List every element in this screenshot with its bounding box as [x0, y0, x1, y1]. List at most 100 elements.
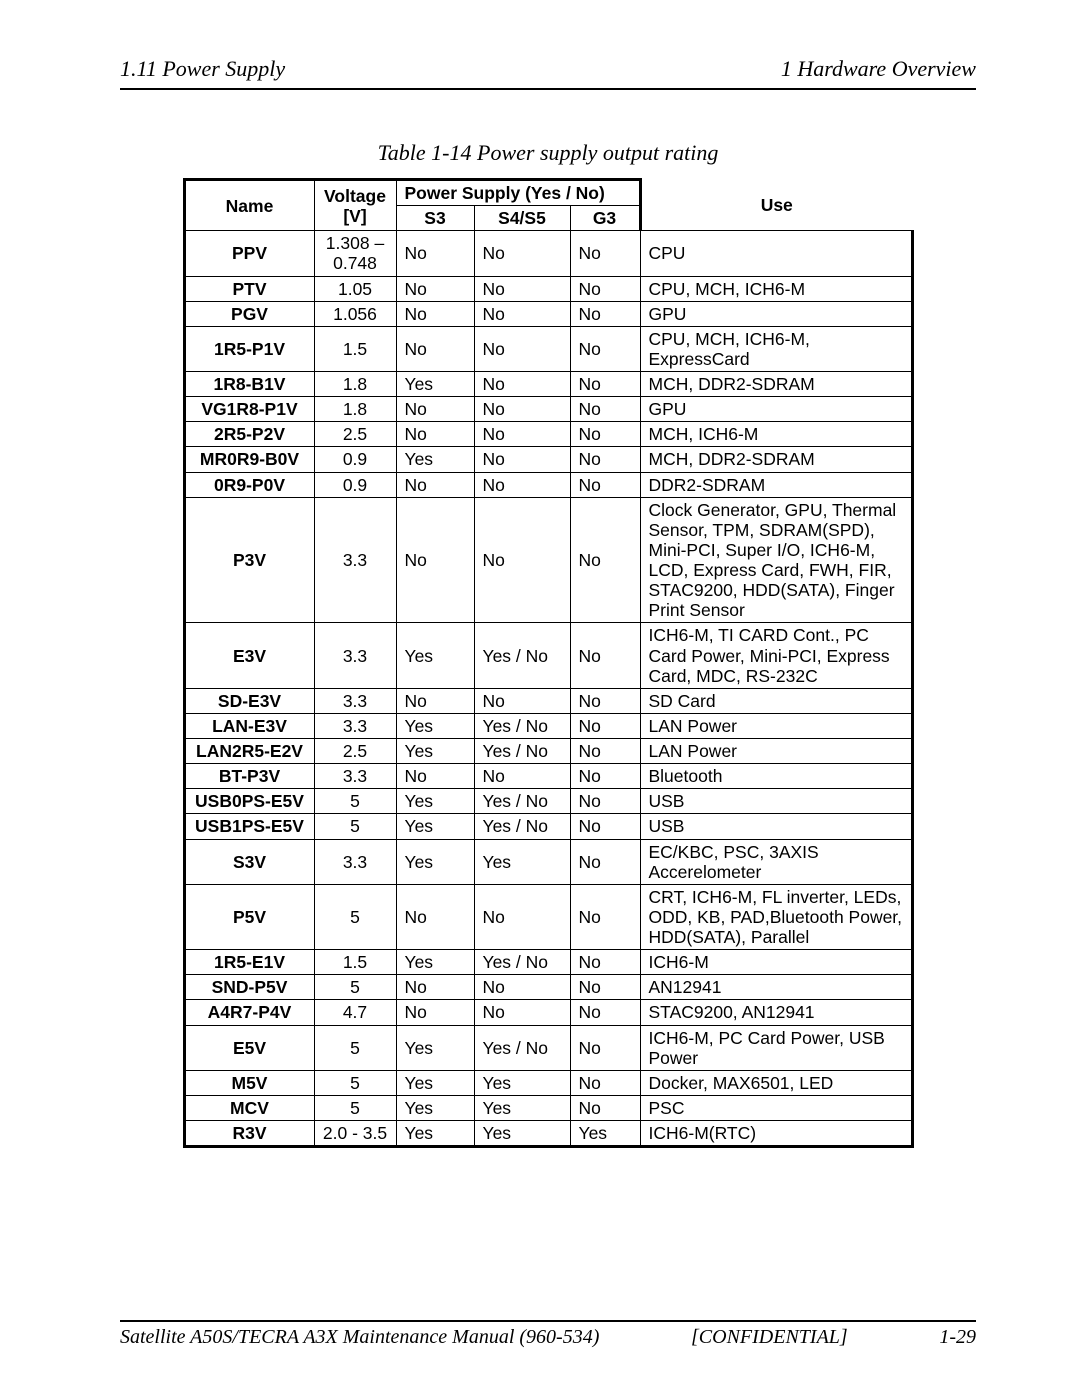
cell: No	[570, 447, 640, 472]
cell: ICH6-M, TI CARD Cont., PC Card Power, Mi…	[640, 623, 912, 688]
cell: SND-P5V	[184, 975, 314, 1000]
cell: No	[570, 975, 640, 1000]
cell: E3V	[184, 623, 314, 688]
table-row: LAN-E3V3.3YesYes / NoNoLAN Power	[184, 713, 912, 738]
cell: 5	[314, 975, 396, 1000]
cell: No	[570, 497, 640, 623]
cell: SD Card	[640, 688, 912, 713]
cell: GPU	[640, 397, 912, 422]
cell: DDR2-SDRAM	[640, 472, 912, 497]
cell: PSC	[640, 1095, 912, 1120]
cell: No	[570, 422, 640, 447]
cell: No	[396, 975, 474, 1000]
cell: 1.5	[314, 326, 396, 371]
cell: Yes	[396, 713, 474, 738]
cell: ICH6-M(RTC)	[640, 1121, 912, 1147]
cell: No	[570, 1025, 640, 1070]
table-row: PTV1.05NoNoNoCPU, MCH, ICH6-M	[184, 276, 912, 301]
cell: PGV	[184, 301, 314, 326]
table-row: MCV5YesYesNoPSC	[184, 1095, 912, 1120]
cell: GPU	[640, 301, 912, 326]
cell: PPV	[184, 231, 314, 276]
cell: MCV	[184, 1095, 314, 1120]
cell: No	[570, 688, 640, 713]
header-left: 1.11 Power Supply	[120, 56, 285, 82]
cell: Yes	[396, 739, 474, 764]
cell: No	[474, 497, 570, 623]
cell: LAN2R5-E2V	[184, 739, 314, 764]
cell: Yes	[570, 1121, 640, 1147]
cell: LAN Power	[640, 739, 912, 764]
cell: No	[570, 1000, 640, 1025]
cell: Yes / No	[474, 950, 570, 975]
cell: No	[570, 326, 640, 371]
cell: 2.0 - 3.5	[314, 1121, 396, 1147]
cell: Yes	[396, 950, 474, 975]
page-header: 1.11 Power Supply 1 Hardware Overview	[120, 56, 976, 90]
cell: E5V	[184, 1025, 314, 1070]
cell: 5	[314, 814, 396, 839]
page: 1.11 Power Supply 1 Hardware Overview Ta…	[0, 0, 1080, 1397]
cell: No	[474, 372, 570, 397]
cell: No	[474, 301, 570, 326]
cell: MCH, DDR2-SDRAM	[640, 447, 912, 472]
cell: 4.7	[314, 1000, 396, 1025]
cell: USB	[640, 814, 912, 839]
table-row: 1R5-E1V1.5YesYes / NoNoICH6-M	[184, 950, 912, 975]
cell: Yes	[396, 372, 474, 397]
cell: M5V	[184, 1070, 314, 1095]
cell: No	[396, 231, 474, 276]
col-name: Name	[184, 180, 314, 231]
cell: 3.3	[314, 688, 396, 713]
cell: LAN Power	[640, 713, 912, 738]
cell: No	[474, 422, 570, 447]
cell: No	[474, 884, 570, 949]
cell: 1.8	[314, 397, 396, 422]
cell: 1R5-P1V	[184, 326, 314, 371]
cell: No	[474, 447, 570, 472]
cell: R3V	[184, 1121, 314, 1147]
cell: Yes	[396, 1121, 474, 1147]
cell: 1.8	[314, 372, 396, 397]
table-row: 0R9-P0V0.9NoNoNoDDR2-SDRAM	[184, 472, 912, 497]
cell: No	[396, 301, 474, 326]
cell: No	[570, 764, 640, 789]
table-row: A4R7-P4V4.7NoNoNoSTAC9200, AN12941	[184, 1000, 912, 1025]
cell: No	[570, 950, 640, 975]
cell: Yes	[396, 623, 474, 688]
cell: Yes	[474, 1070, 570, 1095]
col-s3: S3	[396, 206, 474, 231]
cell: P3V	[184, 497, 314, 623]
cell: 1.05	[314, 276, 396, 301]
cell: Yes	[396, 839, 474, 884]
table-row: BT-P3V3.3NoNoNoBluetooth	[184, 764, 912, 789]
cell: 1.5	[314, 950, 396, 975]
col-group-power: Power Supply (Yes / No)	[396, 180, 640, 206]
table-row: 2R5-P2V2.5NoNoNoMCH, ICH6-M	[184, 422, 912, 447]
cell: Yes	[474, 1095, 570, 1120]
cell: No	[570, 276, 640, 301]
cell: Yes	[474, 1121, 570, 1147]
cell: PTV	[184, 276, 314, 301]
cell: No	[570, 814, 640, 839]
cell: 1.056	[314, 301, 396, 326]
cell: No	[396, 472, 474, 497]
col-use: Use	[640, 180, 912, 231]
cell: No	[570, 1070, 640, 1095]
cell: No	[396, 276, 474, 301]
table-row: USB1PS-E5V5YesYes / NoNoUSB	[184, 814, 912, 839]
cell: No	[474, 975, 570, 1000]
cell: 2R5-P2V	[184, 422, 314, 447]
cell: 2.5	[314, 739, 396, 764]
cell: 0R9-P0V	[184, 472, 314, 497]
cell: No	[570, 739, 640, 764]
cell: BT-P3V	[184, 764, 314, 789]
table-row: S3V3.3YesYesNoEC/KBC, PSC, 3AXIS Accerel…	[184, 839, 912, 884]
cell: CPU	[640, 231, 912, 276]
cell: No	[570, 789, 640, 814]
table-row: SND-P5V5NoNoNoAN12941	[184, 975, 912, 1000]
cell: No	[570, 397, 640, 422]
table-row: E3V3.3YesYes / NoNoICH6-M, TI CARD Cont.…	[184, 623, 912, 688]
cell: USB0PS-E5V	[184, 789, 314, 814]
cell: Yes	[396, 789, 474, 814]
